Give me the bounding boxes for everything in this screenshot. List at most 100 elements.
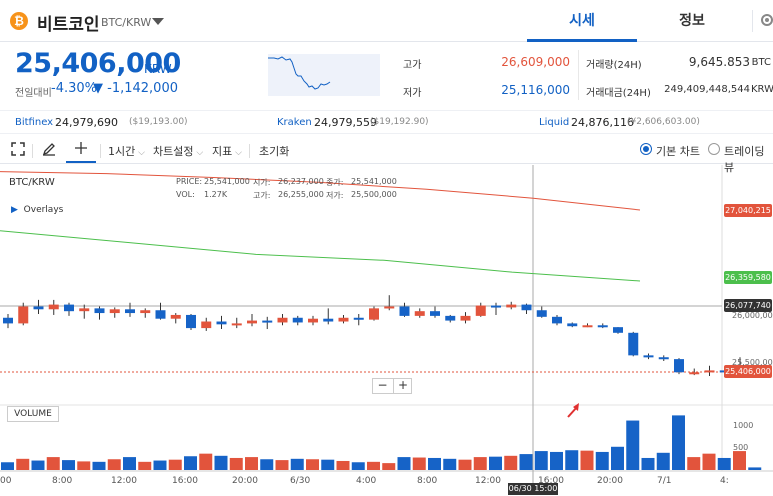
candle-body	[506, 304, 517, 308]
ohlc-close: 25,541,000	[351, 177, 397, 186]
tradingview-label[interactable]: 트레이딩뷰	[724, 145, 765, 174]
ma-green-line	[0, 230, 641, 282]
exchange-name[interactable]: Kraken	[277, 117, 312, 128]
basic-chart-radio[interactable]	[640, 143, 652, 155]
tradingview-radio[interactable]	[708, 143, 720, 155]
pencil-draw-icon[interactable]	[42, 142, 56, 159]
candle-body	[79, 308, 90, 312]
crosshair-time-tag: 06/30 15:00	[508, 483, 558, 495]
volume-bar	[397, 457, 411, 470]
ohlc-low-label: 저가:	[326, 191, 344, 200]
volume-bar	[123, 457, 136, 470]
exchange-name[interactable]: Liquid	[539, 117, 570, 128]
candle-body	[704, 370, 715, 373]
volume-bar	[153, 460, 167, 470]
volume-bar	[62, 460, 75, 470]
volume-bar	[733, 451, 746, 470]
candle-body	[399, 306, 410, 316]
volume-bar	[489, 456, 502, 470]
candle-body	[109, 309, 120, 314]
chart-canvas[interactable]	[0, 165, 773, 496]
volume-bar	[458, 459, 472, 470]
change-label: 전일대비	[15, 88, 52, 99]
candle-body	[48, 304, 59, 310]
reset-button[interactable]: 초기화	[259, 145, 290, 158]
ohlc-high: 26,255,000	[278, 190, 324, 199]
volume-bar	[1, 462, 14, 470]
interval-dropdown[interactable]: 1시간 ⌵	[108, 145, 145, 158]
basic-chart-label[interactable]: 기본 차트	[656, 145, 700, 158]
candle-body	[567, 323, 578, 327]
indicators-label: 지표	[212, 145, 233, 158]
candlestick-chart[interactable]: BTC/KRW ▶ Overlays PRICE: 25,541,000 시가:…	[0, 165, 773, 496]
candle-body	[613, 327, 623, 333]
gear-icon[interactable]	[752, 10, 773, 32]
volume-bar	[412, 457, 426, 470]
x-axis-tick: 12:00	[111, 476, 137, 486]
candle-body	[521, 304, 532, 311]
x-axis-tick: 16:00	[538, 476, 564, 486]
x-axis-tick: 7/1	[657, 476, 672, 486]
chart-settings-dropdown[interactable]: 차트설정 ⌵	[153, 145, 204, 158]
candle-body	[643, 355, 654, 358]
candle-body	[430, 311, 440, 316]
candle-body	[674, 359, 684, 373]
toolbar-divider	[100, 144, 101, 158]
tab-quote[interactable]: 시세	[527, 0, 637, 42]
candle-body	[201, 321, 212, 329]
volume-bar	[46, 457, 60, 470]
volume-bar	[184, 456, 197, 470]
candle-body	[491, 305, 501, 308]
low-label: 저가	[403, 88, 422, 99]
candle-body	[186, 314, 196, 329]
bitcoin-logo-icon: ₿	[10, 12, 28, 30]
volume-bar	[16, 458, 30, 470]
high-label: 고가	[403, 60, 422, 71]
candle-body	[170, 314, 181, 319]
candle-body	[231, 323, 242, 326]
candle-body	[460, 315, 471, 321]
volume-bar	[138, 461, 152, 470]
volume-24h-unit: BTC	[751, 57, 771, 68]
volume-bar	[107, 459, 121, 470]
ohlc-open-label: 시가:	[253, 178, 271, 187]
low-value: 25,116,000	[501, 83, 570, 97]
candle-body	[323, 318, 334, 322]
volume-bar	[321, 459, 335, 470]
volume-bar	[92, 461, 106, 470]
zoom-in-button[interactable]: +	[393, 379, 412, 393]
exchange-name[interactable]: Bitfinex	[15, 117, 54, 128]
x-axis-tick: 8:00	[417, 476, 438, 486]
change-percent: -4.30%	[51, 81, 97, 96]
tab-info[interactable]: 정보	[679, 13, 705, 29]
volume-bar	[306, 459, 319, 470]
ohlc-price: 25,541,000	[204, 177, 250, 186]
candle-body	[277, 317, 288, 323]
volume-bar	[336, 460, 350, 470]
candle-body	[64, 304, 74, 312]
volume-bar	[748, 467, 762, 470]
volume-bar	[443, 458, 457, 470]
coin-pair: BTC/KRW	[101, 16, 152, 29]
indicators-dropdown[interactable]: 지표 ⌵	[212, 145, 242, 158]
volume-bar	[519, 454, 533, 470]
candle-body	[658, 357, 669, 360]
volume-bar	[534, 451, 548, 470]
candle-body	[475, 305, 486, 316]
candle-body	[33, 306, 44, 310]
crosshair-tool-icon[interactable]	[66, 137, 96, 163]
exchange-krw: 24,979,559	[314, 116, 377, 129]
coin-dropdown-chevron-down-icon[interactable]	[152, 18, 164, 25]
volume-bar	[473, 457, 487, 470]
sparkline-chart	[268, 54, 380, 96]
volume-bar	[504, 455, 518, 470]
current-price-tag: 25,406,000	[724, 365, 772, 378]
candle-body	[3, 317, 13, 324]
candle-body	[445, 315, 456, 321]
candle-body	[369, 308, 379, 320]
fullscreen-icon[interactable]	[11, 142, 25, 159]
zoom-out-button[interactable]: −	[377, 378, 388, 392]
overlays-toggle[interactable]: ▶ Overlays	[11, 205, 64, 215]
ohlc-vol: 1.27K	[204, 190, 228, 199]
